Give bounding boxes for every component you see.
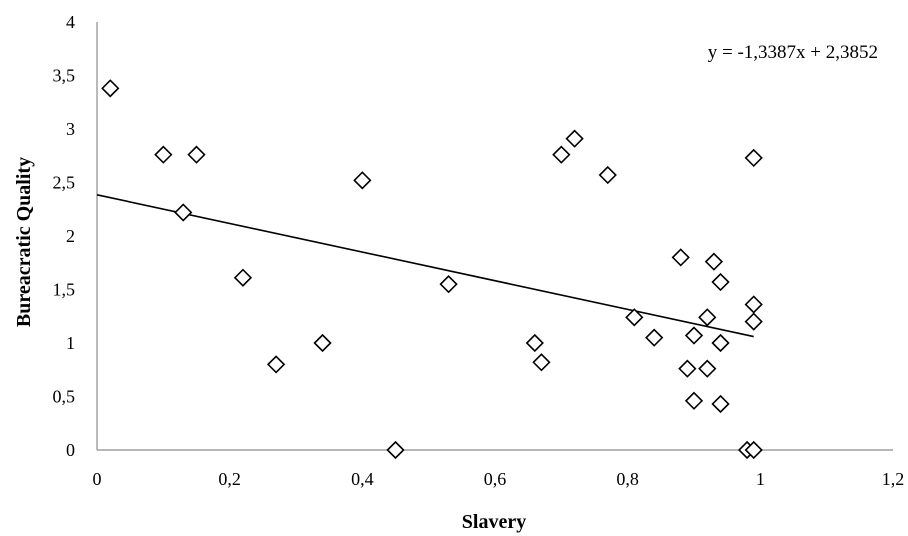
trendline-equation: y = -1,3387x + 2,3852 [708, 42, 878, 63]
y-tick-label: 2,5 [53, 173, 76, 193]
data-point [645, 328, 664, 347]
y-tick-label: 0,5 [53, 387, 76, 407]
x-tick-label: 0,6 [484, 469, 507, 489]
y-axis-title: Bureacratic Quality [13, 157, 35, 327]
x-tick-label: 0,2 [218, 469, 241, 489]
data-point [598, 165, 617, 185]
data-point [698, 308, 717, 327]
data-point [439, 275, 458, 294]
x-tick-label: 0 [93, 469, 102, 489]
x-tick-label: 0,4 [351, 469, 374, 489]
data-point [744, 148, 763, 168]
data-point [744, 312, 763, 331]
data-point [266, 355, 286, 374]
data-point [684, 391, 704, 410]
y-tick-label: 3,5 [53, 66, 76, 86]
y-tick-label: 4 [66, 12, 75, 32]
data-point [698, 359, 717, 378]
data-point [744, 440, 763, 460]
data-point [671, 248, 690, 267]
axes [96, 22, 893, 451]
data-point [187, 145, 206, 164]
x-tick-label: 1 [756, 469, 765, 489]
y-tick-labels: 0 0,5 1 1,5 2 2,5 3 3,5 4 [53, 12, 76, 460]
data-points [101, 79, 763, 460]
data-point [313, 333, 332, 353]
y-tick-label: 1,5 [53, 280, 76, 300]
data-point [174, 203, 193, 222]
data-point [353, 171, 372, 190]
data-point [711, 333, 730, 353]
data-point [565, 129, 584, 148]
data-point [704, 252, 724, 271]
data-point [101, 79, 120, 98]
data-point [233, 268, 253, 287]
data-point [154, 145, 173, 164]
y-tick-label: 0 [66, 440, 75, 460]
data-point [552, 145, 571, 164]
data-point [525, 333, 544, 353]
y-tick-label: 2 [66, 226, 75, 246]
x-tick-labels: 0 0,2 0,4 0,6 0,8 1 1,2 [93, 469, 905, 489]
trend-line [96, 194, 754, 338]
data-point [625, 308, 644, 327]
x-tick-label: 0,8 [616, 469, 639, 489]
data-point [684, 326, 704, 345]
y-tick-label: 3 [66, 119, 75, 139]
x-axis-title: Slavery [462, 511, 526, 533]
y-tick-label: 1 [66, 333, 75, 353]
data-point [678, 359, 697, 378]
x-tick-label: 1,2 [882, 469, 905, 489]
data-point [532, 353, 551, 372]
data-point [711, 394, 730, 414]
data-point [744, 295, 763, 314]
data-point [711, 272, 730, 292]
data-point [386, 440, 405, 460]
